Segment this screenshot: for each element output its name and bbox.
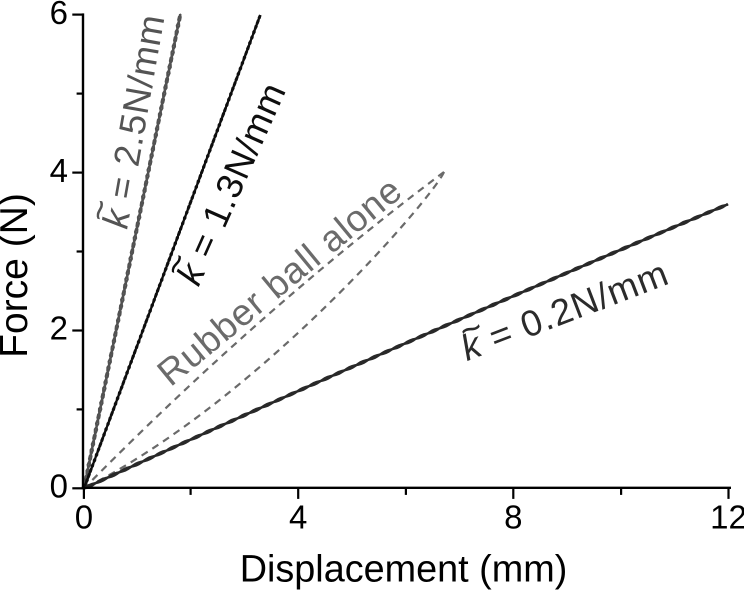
svg-text:4: 4 — [50, 152, 68, 189]
svg-text:Displacement (mm): Displacement (mm) — [240, 549, 568, 591]
svg-text:12: 12 — [710, 499, 744, 536]
svg-text:6: 6 — [50, 0, 68, 31]
svg-text:2: 2 — [50, 310, 68, 347]
svg-text:4: 4 — [289, 499, 307, 536]
svg-text:0: 0 — [75, 499, 93, 536]
svg-text:Force (N): Force (N) — [0, 193, 36, 358]
svg-text:0: 0 — [50, 468, 68, 505]
svg-text:8: 8 — [504, 499, 522, 536]
